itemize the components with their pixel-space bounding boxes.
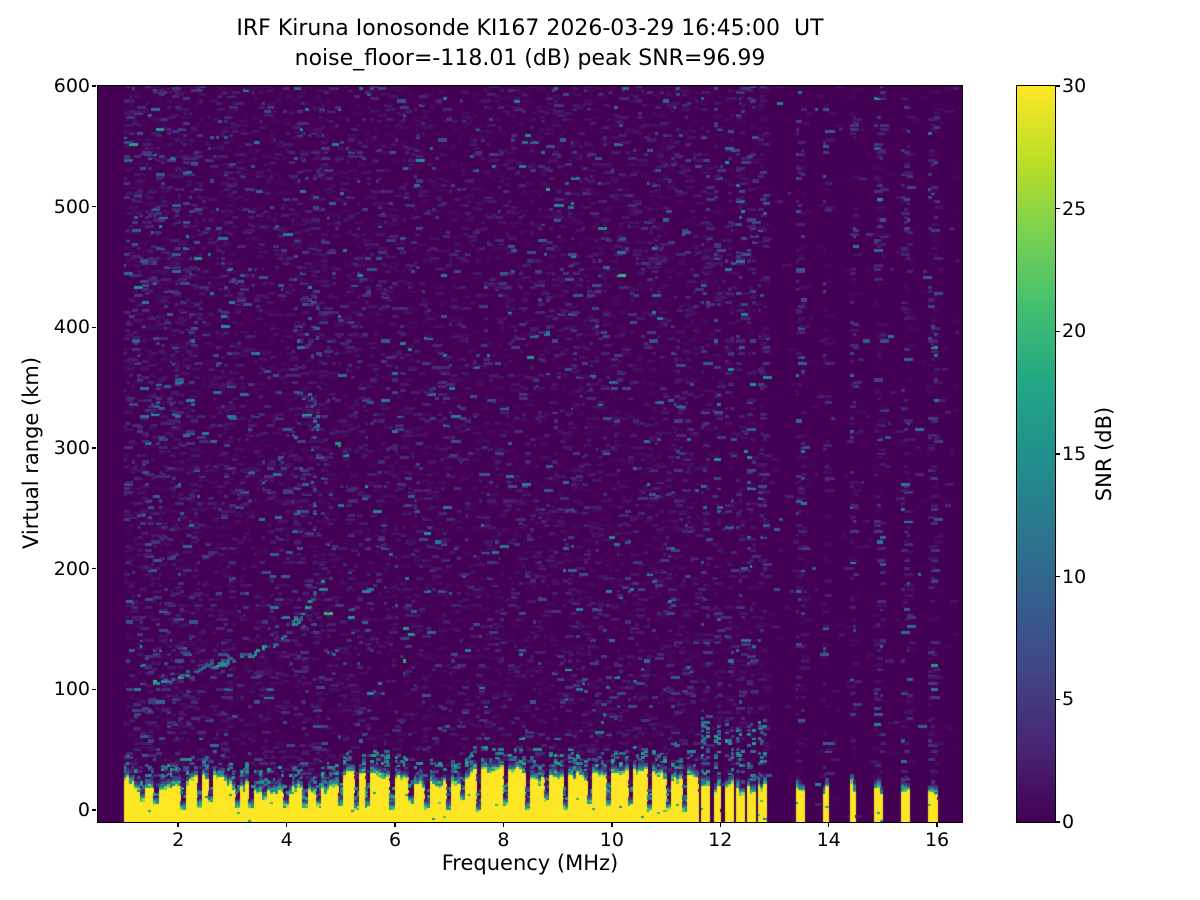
- colorbar-tick-label: 20: [1062, 320, 1087, 343]
- x-tick-label: 10: [599, 829, 624, 851]
- colorbar-label: SNR (dB): [1092, 406, 1116, 502]
- y-tick-mark: [92, 85, 96, 87]
- y-tick-mark: [92, 688, 96, 691]
- colorbar: [1016, 85, 1056, 823]
- plot-title-line-2: noise_floor=-118.01 (dB) peak SNR=96.99: [294, 46, 766, 71]
- x-tick-mark: [285, 823, 288, 827]
- colorbar-tick-label: 5: [1062, 688, 1075, 711]
- x-tick-label: 8: [497, 829, 510, 851]
- colorbar-tick-mark: [1056, 207, 1060, 210]
- x-tick-label: 16: [924, 829, 950, 851]
- y-tick-label: 500: [53, 195, 90, 218]
- y-tick-mark: [92, 567, 96, 570]
- y-tick-mark: [92, 205, 96, 208]
- x-tick-mark: [936, 823, 938, 827]
- x-tick-label: 6: [388, 829, 402, 851]
- x-axis-label: Frequency (MHz): [441, 851, 619, 875]
- colorbar-tick-label: 30: [1062, 75, 1087, 97]
- x-tick-mark: [827, 823, 830, 827]
- colorbar-tick-mark: [1056, 330, 1060, 333]
- x-tick-mark: [177, 823, 179, 827]
- colorbar-tick-label: 25: [1062, 197, 1087, 220]
- y-tick-label: 200: [53, 557, 90, 580]
- x-tick-mark: [719, 823, 721, 827]
- y-tick-label: 600: [53, 75, 90, 97]
- y-tick-label: 100: [53, 678, 90, 701]
- x-tick-label: 2: [172, 829, 185, 851]
- x-tick-mark: [394, 823, 396, 827]
- x-tick-mark: [502, 823, 505, 827]
- y-tick-label: 0: [77, 798, 90, 821]
- colorbar-tick-mark: [1056, 698, 1060, 701]
- ionogram-heatmap-canvas: [98, 86, 962, 822]
- colorbar-tick-mark: [1056, 85, 1060, 87]
- colorbar-tick-label: 0: [1062, 811, 1075, 833]
- colorbar-tick-mark: [1056, 453, 1060, 455]
- y-tick-mark: [92, 447, 96, 449]
- colorbar-tick-label: 15: [1062, 443, 1087, 465]
- x-tick-label: 12: [708, 829, 733, 851]
- colorbar-tick-mark: [1056, 575, 1060, 578]
- colorbar-tick-label: 10: [1062, 565, 1087, 588]
- y-tick-mark: [92, 809, 96, 811]
- y-tick-label: 400: [53, 316, 90, 339]
- x-tick-label: 4: [280, 829, 293, 851]
- x-tick-mark: [611, 823, 613, 827]
- colorbar-gradient-canvas: [1017, 86, 1055, 822]
- y-tick-mark: [92, 326, 96, 329]
- x-tick-label: 14: [816, 829, 841, 851]
- colorbar-tick-mark: [1056, 821, 1060, 823]
- plot-title-line-1: IRF Kiruna Ionosonde KI167 2026-03-29 16…: [236, 16, 824, 41]
- heatmap-plot-area: [97, 85, 963, 823]
- plot-title: IRF Kiruna Ionosonde KI167 2026-03-29 16…: [98, 14, 962, 74]
- y-tick-label: 300: [53, 436, 90, 459]
